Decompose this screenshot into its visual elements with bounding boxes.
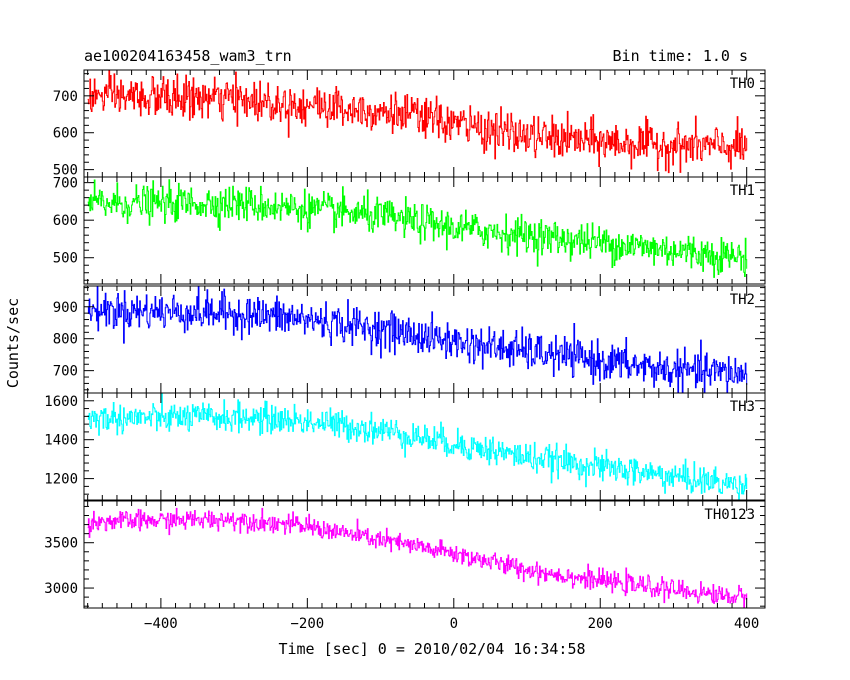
panel-label-th0: TH0 — [730, 76, 755, 92]
x-tick-label: −400 — [144, 616, 178, 632]
x-axis-label: Time [sec] 0 = 2010/02/04 16:34:58 — [278, 640, 585, 658]
y-tick-label: 1600 — [44, 394, 78, 410]
y-tick-label: 700 — [53, 364, 78, 380]
y-tick-label: 500 — [53, 251, 78, 267]
y-tick-label: 700 — [53, 176, 78, 192]
panel-th0123: 3000 3500 TH0123 — [44, 500, 766, 609]
bin-time-label: Bin time: 1.0 s — [613, 47, 748, 65]
y-tick-label: 600 — [53, 213, 78, 229]
panel-th0: 500 600 700 TH0 — [53, 69, 766, 179]
y-tick-label: 800 — [53, 332, 78, 348]
series-th1 — [87, 179, 748, 278]
x-tick-label: −200 — [290, 616, 324, 632]
panel-th2: 700 800 900 TH2 — [53, 285, 766, 394]
panel-label-th3: TH3 — [730, 399, 755, 415]
series-th2 — [87, 286, 748, 393]
y-tick-label: 500 — [53, 163, 78, 179]
series-th3 — [87, 393, 748, 500]
series-th0 — [87, 70, 748, 174]
x-axis: −400 −200 0 200 400 — [144, 616, 759, 632]
y-tick-label: 3000 — [44, 581, 78, 597]
y-axis-label: Counts/sec — [4, 298, 22, 388]
x-tick-label: 400 — [734, 616, 759, 632]
x-tick-label: 200 — [588, 616, 613, 632]
chart-title: ae100204163458_wam3_trn — [84, 47, 292, 65]
y-tick-label: 900 — [53, 300, 78, 316]
y-tick-label: 1400 — [44, 433, 78, 449]
y-tick-label: 3500 — [44, 536, 78, 552]
panel-th3: 1200 1400 1600 TH3 — [44, 392, 766, 501]
panel-label-th0123: TH0123 — [704, 507, 755, 523]
y-tick-label: 700 — [53, 89, 78, 105]
series-th0123 — [87, 507, 748, 608]
x-tick-label: 0 — [450, 616, 458, 632]
y-tick-label: 1200 — [44, 472, 78, 488]
y-tick-label: 600 — [53, 126, 78, 142]
panel-label-th2: TH2 — [730, 292, 755, 308]
panel-label-th1: TH1 — [730, 183, 755, 199]
panel-th1: 500 600 700 TH1 — [53, 176, 766, 285]
panels-group: 500 600 700 TH0 500 600 700 TH1 700 800 900 TH2 1200… — [44, 69, 766, 609]
